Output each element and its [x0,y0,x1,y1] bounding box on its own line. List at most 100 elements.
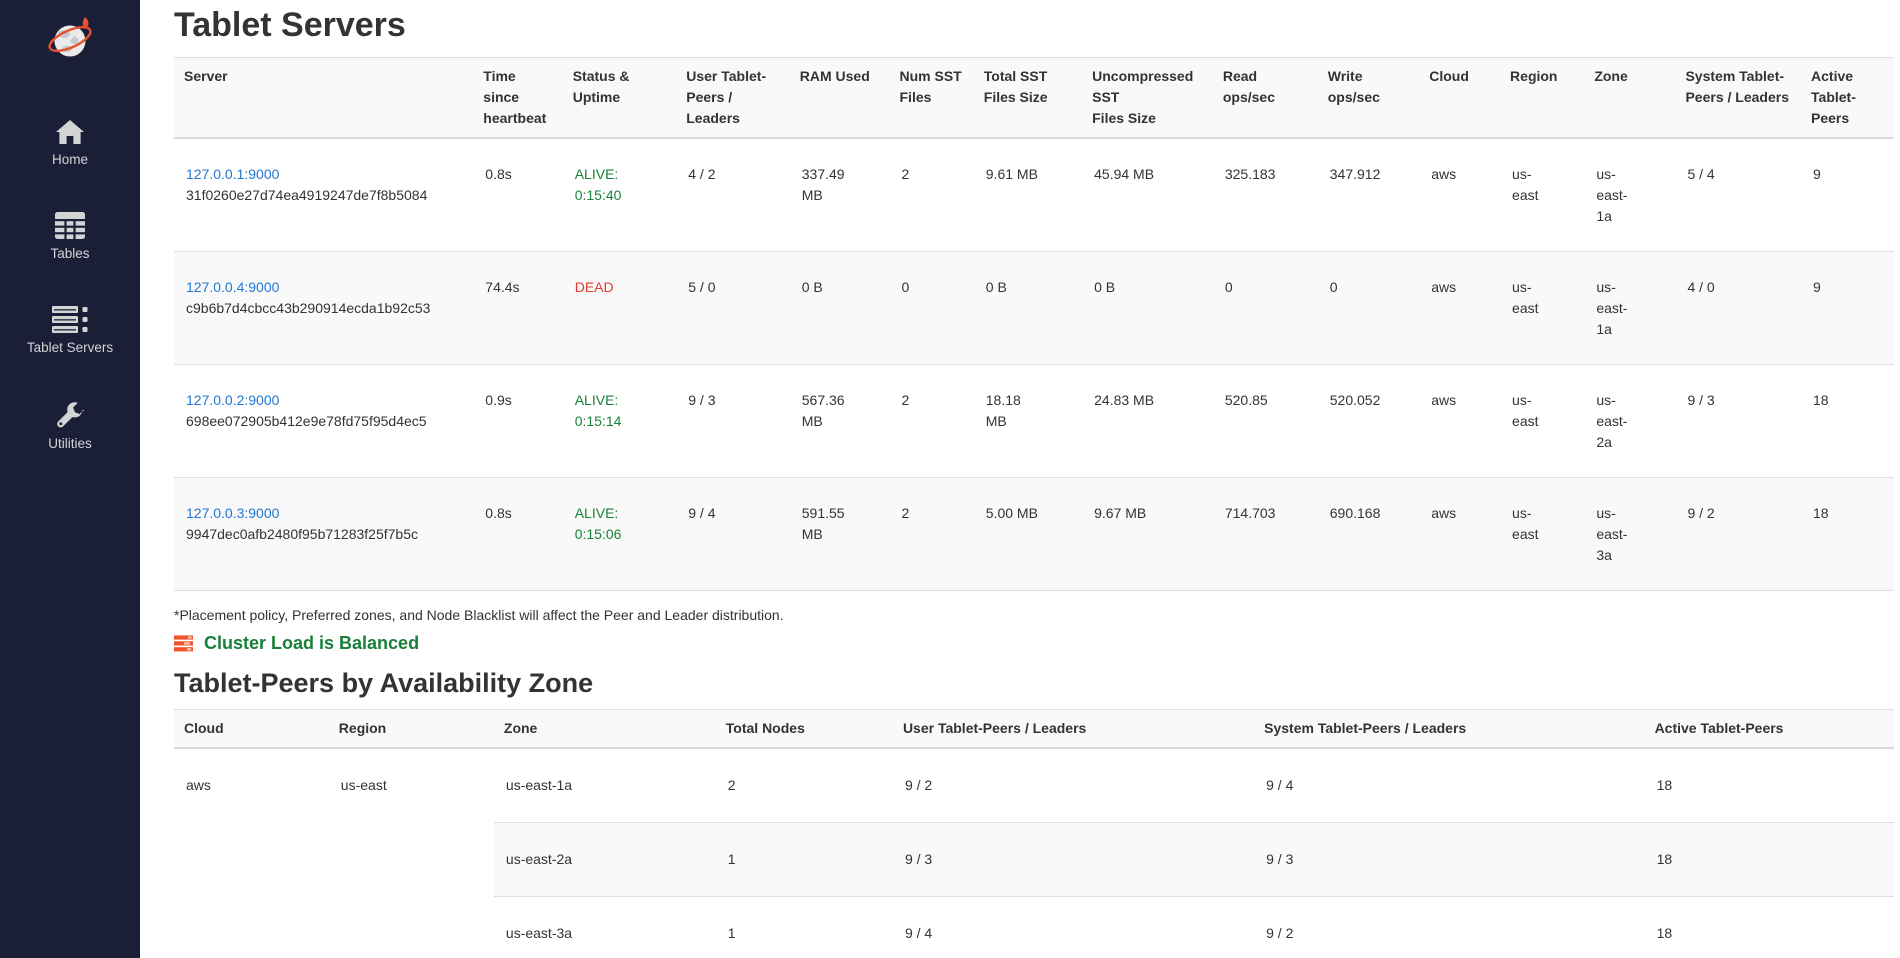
col-ram: RAM Used [789,57,890,139]
user-peers-cell: 9 / 4 [676,477,790,591]
server-row: 127.0.0.4:9000 c9b6b7d4cbcc43b290914ecda1… [174,251,1894,365]
cloud-cell: aws [1419,477,1501,591]
read-ops-cell: 520.85 [1212,364,1318,478]
az-zone-cell: us-east-1a [505,777,573,793]
sst-size-cell: 18.18 MB [973,364,1083,478]
col-num-sst: Num SST Files [889,57,974,139]
unc-sst-size-cell: 0 B [1082,251,1213,365]
server-row: 127.0.0.2:9000 698ee072905b412e9e78fd75f9… [174,364,1894,478]
az-active-peers-cell: 18 [1644,896,1894,958]
balance-status-text: Cluster Load is Balanced [204,633,420,653]
az-user-peers-cell: 9 / 2 [904,777,933,793]
cloud-cell: aws [1419,364,1501,478]
server-link[interactable]: 127.0.0.4:9000 [186,279,280,295]
region-cell: us- east [1500,477,1585,591]
col-heartbeat: Time since heartbeat [473,57,563,139]
heartbeat-cell: 0.8s [485,166,512,182]
server-uuid: c9b6b7d4cbcc43b290914ecda1b92c53 [186,300,431,316]
active-peers-cell: 18 [1801,477,1894,591]
zone-cell: us- east- 1a [1584,251,1676,365]
sidebar: Home Tables [0,0,140,958]
az-tbody: aws us-east us-east-1a 2 9 / 2 9 / 4 18 … [174,748,1894,958]
region-cell: us- east [1512,166,1539,203]
sidebar-item-home[interactable]: Home [52,119,88,168]
col-az-system-peers: System Tablet-Peers / Leaders [1254,709,1645,749]
system-peers-cell: 5 / 4 [1687,166,1715,182]
status-label: ALIVE: [574,392,619,408]
server-uuid: 698ee072905b412e9e78fd75f95d4ec5 [186,413,427,429]
uptime-value: 0:15:40 [574,187,622,203]
status-label: ALIVE: [574,166,619,182]
sidebar-item-tables[interactable]: Tables [50,212,90,262]
cluster-balance-status: Cluster Load is Balanced [174,633,1894,654]
col-server: Server [174,57,474,139]
sidebar-item-tablet-servers[interactable]: Tablet Servers [27,306,113,356]
main-content: Tablet Servers Server Time since heartbe… [140,0,1900,958]
az-system-peers-cell: 9 / 3 [1254,822,1645,897]
status-label: DEAD [574,279,614,295]
col-active-peers: Active Tablet- Peers [1801,57,1894,139]
az-row: us-east-3a 1 9 / 4 9 / 2 18 [174,896,1894,958]
rocket-globe-icon [48,17,92,57]
sidebar-item-utilities[interactable]: Utilities [48,400,92,452]
sidebar-item-label: Tablet Servers [26,340,114,355]
col-status: Status & Uptime [562,57,677,139]
home-icon [55,120,84,144]
system-peers-cell: 4 / 0 [1675,251,1802,365]
yugabyte-logo[interactable] [45,14,95,67]
num-sst-cell: 2 [901,166,910,182]
server-row: 127.0.0.3:9000 9947dec0afb2480f95b71283f2… [174,477,1894,591]
active-peers-cell: 18 [1801,364,1894,478]
uptime-value: 0:15:14 [574,413,622,429]
page-title: Tablet Servers [174,6,406,44]
server-cell: 127.0.0.3:9000 9947dec0afb2480f95b71283f2… [174,477,474,591]
status-cell: ALIVE: 0:15:06 [562,477,677,591]
server-link[interactable]: 127.0.0.2:9000 [186,392,280,408]
zone-cell: us- east- 1a [1596,166,1628,224]
col-az-zone: Zone [493,709,716,749]
col-write-ops: Write ops/sec [1317,57,1420,139]
col-unc-sst-size: Uncompressed SST Files Size [1082,57,1213,139]
tables-icon [55,212,85,239]
ram-cell: 0 B [789,251,890,365]
az-section-title: Tablet-Peers by Availability Zone [174,668,594,698]
region-cell: us- east [1500,364,1585,478]
heartbeat-cell: 0.8s [473,477,563,591]
col-az-cloud: Cloud [174,709,329,749]
unc-sst-size-cell: 24.83 MB [1082,364,1213,478]
load-balancer-icon [174,635,193,652]
region-cell: us- east [1500,251,1585,365]
sidebar-item-label: Tables [50,246,90,261]
col-az-total-nodes: Total Nodes [715,709,893,749]
col-sst-size: Total SST Files Size [973,57,1083,139]
col-az-region: Region [328,709,494,749]
num-sst-cell: 0 [889,251,974,365]
status-cell: ALIVE: 0:15:40 [563,138,677,252]
system-peers-cell: 9 / 3 [1675,364,1802,478]
az-total-nodes-cell: 2 [727,777,736,793]
sidebar-item-label: Home [51,152,88,167]
az-zone-cell: us-east-2a [493,822,716,897]
az-active-peers-cell: 18 [1644,822,1894,897]
zone-cell: us- east- 3a [1584,477,1676,591]
col-user-peers: User Tablet- Peers / Leaders [676,57,790,139]
az-total-nodes-cell: 1 [715,822,893,897]
system-peers-cell: 9 / 2 [1675,477,1802,591]
ram-cell: 337.49 MB [801,166,845,203]
server-link[interactable]: 127.0.0.1:9000 [186,166,280,182]
servers-tbody: 127.0.0.1:9000 31f0260e27d74ea4919247de7f… [174,138,1894,591]
cloud-cell: aws [1431,166,1457,182]
server-link[interactable]: 127.0.0.3:9000 [186,505,280,521]
placement-note: *Placement policy, Preferred zones, and … [174,607,784,623]
server-cell: 127.0.0.4:9000 c9b6b7d4cbcc43b290914ecda1… [174,251,474,365]
zone-cell: us- east- 2a [1584,364,1676,478]
write-ops-cell: 0 [1317,251,1420,365]
sst-size-cell: 0 B [973,251,1083,365]
user-peers-cell: 5 / 0 [676,251,790,365]
col-az-active-peers: Active Tablet-Peers [1644,709,1894,749]
unc-sst-size-cell: 45.94 MB [1094,166,1155,182]
status-label: ALIVE: [574,505,619,521]
utilities-icon [57,402,85,428]
az-row: aws us-east us-east-1a 2 9 / 2 9 / 4 18 [174,748,1894,958]
az-total-nodes-cell: 1 [715,896,893,958]
